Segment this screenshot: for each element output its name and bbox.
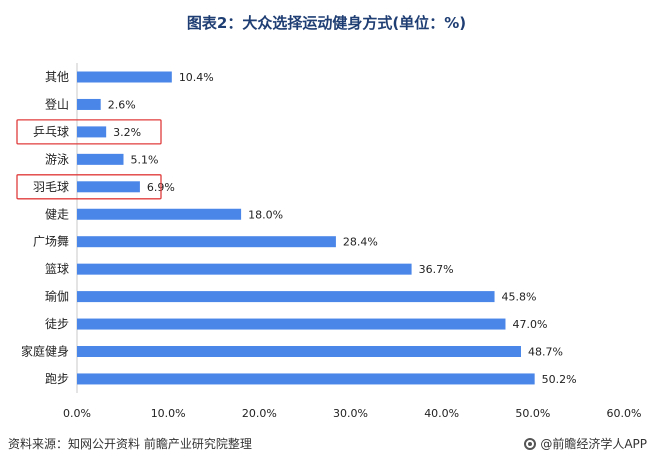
bar [77,346,521,357]
data-label: 3.2% [113,126,141,139]
highlight-box [16,174,162,200]
chart-title: 图表2：大众选择运动健身方式(单位：%) [186,14,467,32]
data-label: 28.4% [343,236,378,249]
bar [77,263,412,275]
bar [77,236,336,248]
bar [77,153,124,165]
bar [77,318,506,330]
bar [77,98,101,110]
brand-text: @前瞻经济学人APP [540,437,647,451]
category-label: 乒乓球 [33,125,69,139]
x-tick-label: 0.0% [63,407,91,420]
data-label: 48.7% [528,346,563,359]
category-label: 篮球 [45,261,69,276]
category-label: 家庭健身 [21,344,69,359]
data-label: 18.0% [248,208,283,221]
x-tick-label: 10.0% [151,407,186,420]
category-label: 羽毛球 [33,180,69,194]
source-note: 资料来源：知网公开资料 前瞻产业研究院整理 [8,437,252,451]
x-tick-label: 30.0% [333,407,368,420]
data-label: 5.1% [130,153,158,166]
bar [77,126,107,138]
data-label: 36.7% [419,263,454,276]
category-label: 健走 [45,207,69,221]
data-label: 10.4% [179,71,214,84]
data-label: 45.8% [502,291,537,304]
highlight-box [16,119,162,145]
data-label: 2.6% [108,98,136,111]
x-tick-label: 40.0% [424,407,459,420]
x-tick-label: 20.0% [242,407,277,420]
category-label: 徒步 [45,317,69,331]
x-tick-label: 50.0% [515,407,550,420]
bar [77,181,140,193]
category-label: 跑步 [45,372,69,386]
x-tick-label: 60.0% [607,407,642,420]
data-label: 47.0% [512,318,547,331]
brand-credit: @前瞻经济学人APP [524,435,647,452]
category-label: 登山 [45,96,69,111]
bar [77,373,535,385]
bar [77,71,172,83]
qianzhan-logo-icon [524,437,537,450]
bar [77,291,495,303]
category-label: 其他 [45,70,69,84]
category-label: 广场舞 [33,235,69,249]
bar [77,208,242,220]
category-label: 瑜伽 [45,289,69,304]
category-label: 游泳 [45,152,69,166]
data-label: 50.2% [542,373,577,386]
